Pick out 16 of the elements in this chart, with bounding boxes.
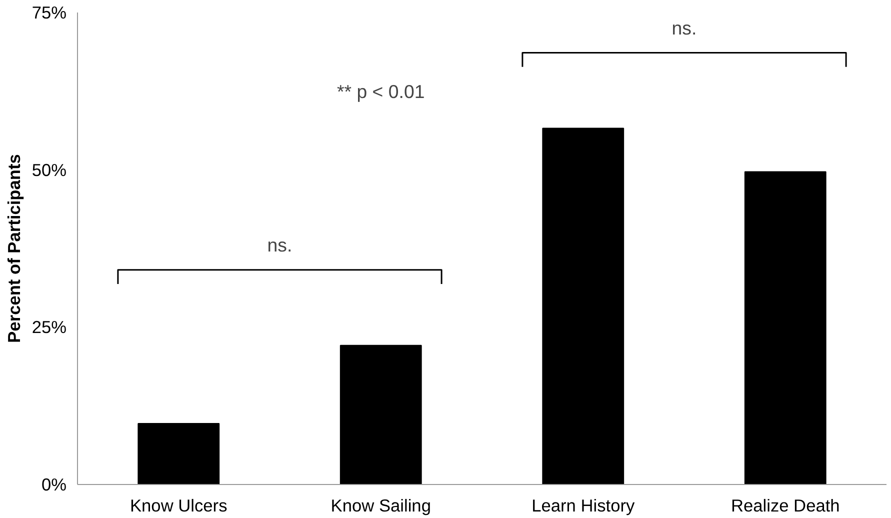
annotation: ns. bbox=[267, 234, 292, 256]
annotation: ** p < 0.01 bbox=[337, 81, 425, 102]
y-tick-label: 25% bbox=[32, 317, 67, 338]
y-axis-title: Percent of Participants bbox=[4, 154, 24, 343]
x-tick-label: Know Ulcers bbox=[130, 496, 228, 516]
x-tick-label: Know Sailing bbox=[330, 496, 431, 516]
bar bbox=[744, 171, 826, 484]
bar bbox=[340, 344, 422, 484]
annotation: ns. bbox=[672, 18, 697, 39]
x-tick-label: Learn History bbox=[532, 496, 635, 516]
y-tick-label: 50% bbox=[32, 160, 67, 180]
x-tick-label: Realize Death bbox=[730, 496, 840, 516]
y-tick-label: 75% bbox=[32, 2, 67, 22]
y-tick-label: 0% bbox=[41, 474, 66, 494]
bar bbox=[138, 422, 220, 484]
bar bbox=[542, 128, 624, 484]
